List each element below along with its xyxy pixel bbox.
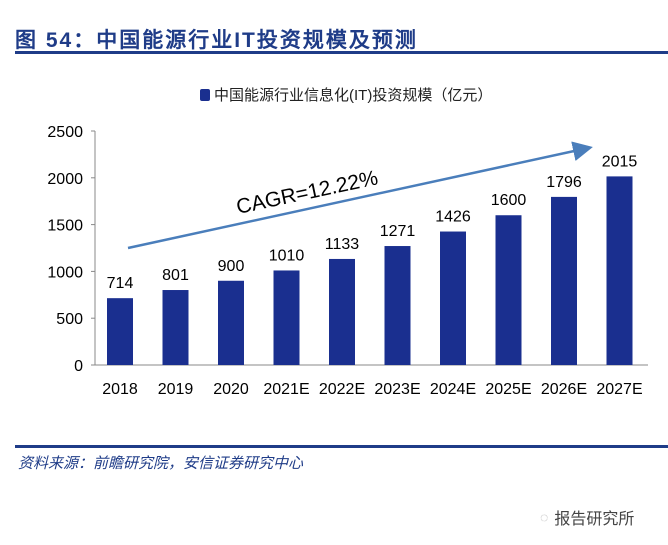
legend: 中国能源行业信息化(IT)投资规模（亿元） xyxy=(200,84,492,105)
bar xyxy=(440,231,466,365)
x-tick-label: 2023E xyxy=(374,381,420,398)
cagr-annotation: CAGR=12.22% xyxy=(234,166,380,218)
data-label: 2015 xyxy=(602,153,638,170)
data-label: 1426 xyxy=(435,209,471,226)
watermark-text: 报告研究所 xyxy=(554,511,635,528)
source-rule xyxy=(15,445,668,448)
data-label: 714 xyxy=(107,275,134,292)
y-tick-label: 2500 xyxy=(47,124,83,141)
data-label: 1796 xyxy=(546,174,582,191)
y-tick-label: 500 xyxy=(56,311,83,328)
bar xyxy=(384,246,411,365)
y-tick-label: 2000 xyxy=(47,171,83,188)
cagr-arrow xyxy=(127,141,593,250)
legend-swatch xyxy=(200,88,210,101)
x-tick-label: 2022E xyxy=(319,381,365,398)
figure-title: 图 54：中国能源行业IT投资规模及预测 xyxy=(15,29,418,52)
bar xyxy=(218,280,244,365)
watermark: ◌ 报告研究所 xyxy=(540,505,634,529)
data-label: 1271 xyxy=(380,223,416,240)
data-label: 801 xyxy=(162,267,189,284)
y-tick-label: 1000 xyxy=(47,264,83,281)
wechat-icon: ◌ xyxy=(540,509,549,525)
x-tick-label: 2024E xyxy=(430,381,476,398)
bar xyxy=(495,215,522,365)
data-label: 1133 xyxy=(325,236,360,253)
y-tick-label: 0 xyxy=(74,358,83,375)
title-rule xyxy=(15,51,668,54)
x-tick-label: 2020 xyxy=(213,381,249,398)
x-tick-label: 2026E xyxy=(541,381,587,398)
bar-chart: 0 500 1000 1500 2000 2500 714 2018 801 2019 900 202… xyxy=(47,124,648,398)
data-label: 1600 xyxy=(491,192,527,209)
x-tick-label: 2018 xyxy=(102,381,138,398)
x-tick-label: 2021E xyxy=(263,381,309,398)
bar xyxy=(606,176,633,365)
bar xyxy=(273,270,300,365)
x-tick-label: 2027E xyxy=(596,381,642,398)
bar xyxy=(162,290,189,365)
source-note: 资料来源：前瞻研究院，安信证券研究中心 xyxy=(18,454,304,472)
bar xyxy=(107,298,133,365)
x-tick-label: 2025E xyxy=(485,381,531,398)
data-label: 900 xyxy=(218,258,245,275)
y-tick-label: 1500 xyxy=(47,218,83,235)
bar xyxy=(329,258,355,365)
bar xyxy=(551,196,577,365)
legend-label: 中国能源行业信息化(IT)投资规模（亿元） xyxy=(214,87,493,104)
data-label: 1010 xyxy=(269,247,305,264)
x-tick-label: 2019 xyxy=(158,381,194,398)
